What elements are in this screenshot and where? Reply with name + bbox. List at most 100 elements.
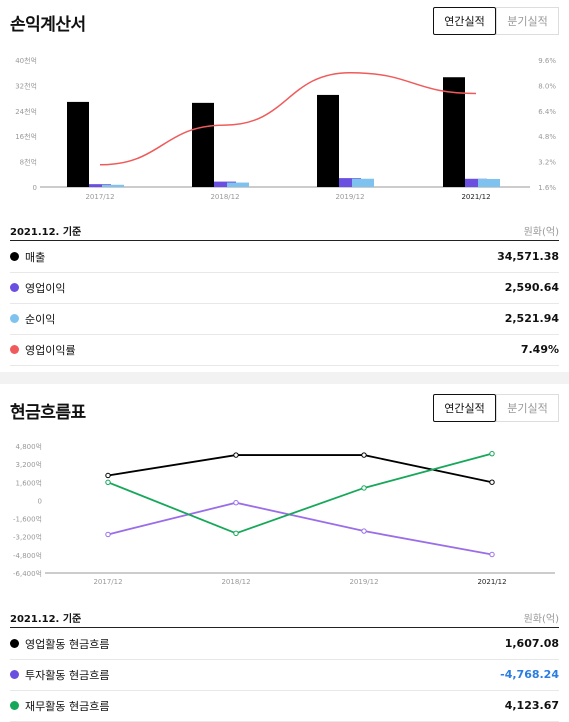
cashflow-row-label: 영업활동 현금흐름 [25,637,110,651]
x-tick-label: 2021/12 [461,193,490,201]
data-point [105,479,111,485]
income-tabs: 연간실적 분기실적 [433,7,559,35]
x-tick-label: 2021/12 [477,578,506,586]
bar-revenue [443,77,465,187]
income-unit: 원화(억) [523,227,559,238]
cashflow-row-label: 재무활동 현금흐름 [25,699,110,713]
y-tick-label-left: 32천억 [15,81,37,90]
income-row-value: 7.49% [520,343,559,356]
op-margin-line [99,71,477,166]
income-basis-date: 2021.12. 기준 [10,227,82,238]
cashflow-row-value: -4,768.24 [500,668,559,681]
cashflow-tabs: 연간실적 분기실적 [433,394,559,422]
cashflow-table-rule [10,627,559,628]
y-tick-label-left: 0 [33,184,37,192]
income-chart: 0 8천억 16천억 24천억 32천억 40천억 1.6% 3.2% 4.8% 6.4% 8.0%… [15,56,556,201]
bar-net-income [478,178,500,187]
x-tick-label: 2019/12 [349,578,378,586]
data-point [105,531,111,538]
cashflow-section: 현금흐름표 연간실적 분기실적 -6,400억 -4,800억 -3,200억 -1,… [0,384,569,722]
y-tick-label-left: 40천억 [15,56,37,65]
tab-quarterly[interactable]: 분기실적 [496,394,559,422]
cashflow-row-value: 4,123.67 [504,699,559,712]
cashflow-chart: -6,400억 -4,800억 -3,200억 -1,600억 0 1,600억 3,200… [13,443,555,586]
cashflow-basis-date: 2021.12. 기준 [10,614,82,625]
tab-annual[interactable]: 연간실적 [433,7,496,35]
y-tick-label-left: 16천억 [15,132,37,141]
bar-net-income [227,182,249,187]
income-statement-section: 손익계산서 연간실적 분기실적 0 8천억 16천억 24천억 32천억 40천억 1.6%… [10,7,559,366]
bar-op-income [465,178,487,187]
y-tick-label: -4,800억 [13,552,42,560]
legend-dot [10,670,19,679]
income-row: 영업이익률 7.49% [10,334,559,366]
investing-cf-line [107,501,493,556]
y-tick-label: -3,200억 [13,534,42,542]
y-tick-label-right: 1.6% [538,184,556,192]
income-row: 순이익 2,521.94 [10,303,559,335]
legend-dot [10,314,19,323]
y-tick-label: 1,600억 [16,479,42,487]
legend-dot [10,283,19,292]
income-row-label: 영업이익률 [25,343,76,357]
data-point [361,485,367,491]
y-tick-label-right: 6.4% [538,108,556,116]
income-row-value: 34,571.38 [497,250,559,263]
x-tick-label: 2018/12 [210,193,239,201]
cashflow-unit: 원화(억) [523,614,559,625]
y-tick-label: -1,600억 [13,516,42,524]
cashflow-row-value: 1,607.08 [504,637,559,650]
data-point [361,452,367,458]
income-row-label: 순이익 [25,312,56,326]
y-tick-label: -6,400억 [13,570,42,578]
x-tick-label: 2018/12 [221,578,250,586]
data-point [361,528,367,534]
income-row-label: 영업이익 [25,281,66,295]
income-row: 영업이익 2,590.64 [10,272,559,304]
data-point [233,452,239,458]
section-divider [0,372,569,384]
y-tick-label-right: 4.8% [538,133,556,141]
data-point [489,551,495,558]
bar-revenue [192,102,214,187]
data-point [233,530,239,537]
y-tick-label: 0 [38,497,42,505]
bar-net-income [102,184,124,187]
bar-revenue [317,94,339,187]
cashflow-row: 재무활동 현금흐름 4,123.67 [10,690,559,722]
cashflow-row: 영업활동 현금흐름 1,607.08 [10,628,559,660]
y-tick-label: 3,200억 [16,461,42,469]
legend-dot [10,345,19,354]
cashflow-row-label: 투자활동 현금흐름 [25,668,110,682]
y-tick-label-right: 9.6% [538,57,556,65]
operating-cf-line [107,454,493,484]
data-point [105,472,111,479]
y-tick-label-right: 8.0% [538,82,556,90]
bar-op-income [214,181,236,187]
x-tick-label: 2019/12 [335,193,364,201]
bar-op-income [339,178,361,187]
y-tick-label: 4,800억 [16,443,42,451]
legend-dot [10,639,19,648]
income-row-value: 2,521.94 [504,312,559,325]
data-point [489,450,495,457]
legend-dot [10,701,19,710]
bar-op-income [89,184,111,187]
cashflow-title: 현금흐름표 [10,403,86,423]
income-table-rule [10,240,559,241]
cashflow-row: 투자활동 현금흐름 -4,768.24 [10,659,559,691]
legend-dot [10,252,19,261]
bar-net-income [352,178,374,187]
income-row: 매출 34,571.38 [10,241,559,273]
tab-annual[interactable]: 연간실적 [433,394,496,422]
data-point [233,499,239,506]
y-tick-label-left: 24천억 [15,107,37,116]
financing-cf-line [107,452,493,535]
income-row-label: 매출 [25,250,46,264]
bar-revenue [67,101,89,187]
tab-quarterly[interactable]: 분기실적 [496,7,559,35]
y-tick-label-right: 3.2% [538,159,556,167]
x-tick-label: 2017/12 [93,578,122,586]
y-tick-label-left: 8천억 [20,158,37,167]
income-row-value: 2,590.64 [504,281,559,294]
